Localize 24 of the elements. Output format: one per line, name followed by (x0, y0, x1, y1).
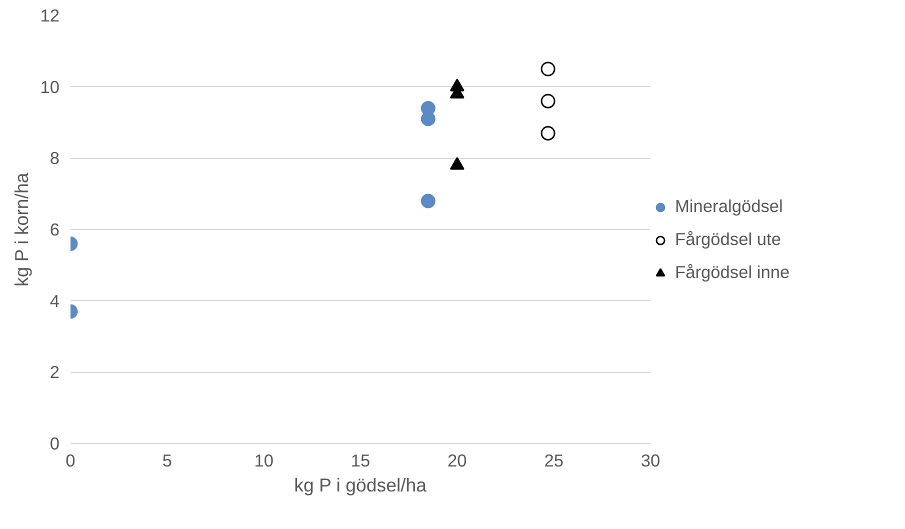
y-tick-label: 6 (50, 220, 60, 240)
point (540, 126, 556, 140)
legend-label: Fårgödsel inne (675, 262, 790, 283)
point (420, 194, 436, 208)
y-tick-label: 0 (50, 434, 60, 454)
y-tick-label: 8 (50, 148, 60, 168)
y-axis-title: kg P i korn/ha (11, 172, 32, 287)
point (540, 62, 556, 76)
legend-label: Fårgödsel ute (675, 229, 781, 250)
point (420, 112, 436, 126)
y-tick-label: 12 (40, 6, 60, 26)
x-tick-label: 0 (66, 450, 76, 470)
point (540, 94, 556, 108)
x-tick-label: 5 (162, 450, 172, 470)
y-tick-label: 2 (50, 362, 60, 382)
x-axis-title: kg P i gödsel/ha (294, 474, 428, 496)
x-tick-label: 25 (544, 450, 564, 470)
x-tick-label: 30 (640, 450, 660, 470)
legend-label: Mineralgödsel (675, 196, 783, 217)
x-tick-label: 20 (448, 450, 467, 470)
y-tick-label: 4 (50, 290, 60, 311)
x-tick-label: 10 (254, 450, 274, 470)
x-tick-label: 15 (350, 450, 370, 470)
y-tick-label: 10 (40, 76, 60, 97)
